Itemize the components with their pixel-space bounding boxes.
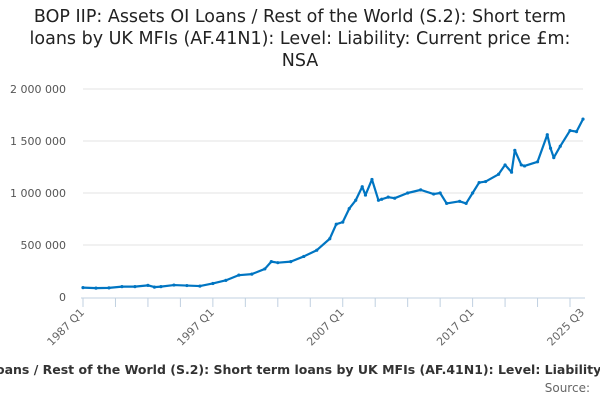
data-point (438, 191, 442, 195)
data-point (363, 193, 368, 197)
data-point (107, 286, 111, 290)
data-point (558, 144, 562, 148)
data-point (535, 160, 540, 164)
data-point (370, 177, 374, 182)
data-point (152, 285, 157, 289)
data-point (276, 261, 280, 265)
y-tick-label: 1 500 000 (10, 135, 66, 148)
data-point (302, 254, 306, 259)
data-point (380, 197, 384, 201)
data-point (159, 285, 163, 289)
data-point (406, 191, 410, 195)
data-point (81, 286, 85, 290)
data-point (509, 170, 514, 174)
data-point (513, 148, 517, 152)
data-point (432, 192, 436, 196)
data-point (393, 196, 397, 200)
data-point (334, 222, 338, 226)
data-point (172, 283, 176, 287)
data-point (269, 260, 273, 264)
data-point (328, 237, 332, 241)
x-tick-label: 2007 Q1 (304, 306, 347, 349)
y-tick-label: 500 000 (21, 239, 67, 252)
data-point (94, 286, 98, 290)
data-point (574, 130, 579, 134)
data-point (341, 220, 345, 224)
x-tick-label: 1987 Q1 (45, 306, 88, 349)
y-tick-label: 2 000 000 (10, 83, 66, 96)
data-point (237, 273, 241, 277)
data-point (464, 201, 468, 205)
y-tick-label: 1 000 000 (10, 187, 66, 200)
data-point (211, 281, 215, 286)
y-tick-label: 0 (59, 291, 66, 304)
chart-title: BOP IIP: Assets OI Loans / Rest of the W… (29, 7, 571, 71)
data-point (146, 283, 150, 287)
x-tick-label: 2025 Q3 (545, 306, 588, 349)
data-point (133, 285, 137, 289)
data-point (471, 191, 475, 195)
data-point (545, 133, 549, 137)
data-point (419, 188, 423, 192)
data-point (522, 164, 527, 168)
footer-title: oans / Rest of the World (S.2): Short te… (0, 362, 600, 377)
data-point (519, 163, 523, 167)
data-point (198, 284, 202, 288)
data-point (376, 198, 381, 202)
x-tick-label: 1997 Q1 (174, 306, 217, 349)
data-point (347, 207, 351, 211)
data-point (360, 185, 364, 189)
data-point (552, 156, 556, 160)
data-point (224, 278, 228, 282)
data-point (386, 195, 390, 199)
data-point (581, 117, 585, 121)
data-point (120, 285, 124, 289)
data-point (354, 198, 358, 202)
data-point (496, 172, 501, 176)
data-point (483, 179, 488, 184)
data-point (289, 260, 293, 264)
series-line (82, 118, 584, 290)
data-point (503, 163, 507, 167)
data-point (568, 129, 572, 133)
data-point (263, 267, 267, 271)
data-point (548, 146, 553, 150)
data-point (185, 283, 189, 288)
x-tick-label: 2017 Q1 (434, 306, 477, 349)
data-point (250, 272, 254, 276)
data-point (458, 199, 462, 203)
source-label: Source: (544, 381, 590, 395)
data-point (315, 248, 319, 252)
data-point (477, 181, 481, 185)
data-point (445, 201, 449, 205)
